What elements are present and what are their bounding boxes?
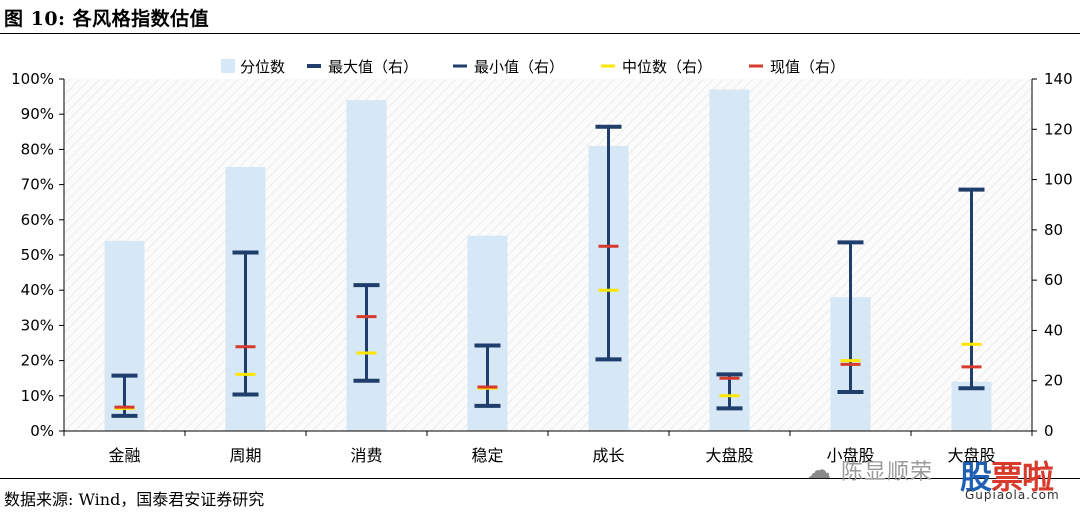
source-note: 数据来源: Wind，国泰君安证券研究 (4, 490, 265, 509)
legend-label: 最大值（右） (328, 58, 418, 76)
left-tick-label: 70% (21, 176, 54, 194)
category-label: 小盘股 (826, 446, 874, 465)
legend-label: 分位数 (240, 58, 285, 76)
category-label: 大盘股 (705, 446, 753, 465)
style-valuation-chart: 0% 10% 20% 30% 40% 50% 60% 70% 80% 90% 100% 0 20 40 60… (11, 58, 1073, 465)
left-tick-label: 60% (21, 211, 54, 229)
category-label: 大盘股 (947, 446, 995, 465)
category-label: 消费 (350, 446, 382, 465)
left-tick-label: 100% (11, 70, 54, 88)
figure-header: 图 10: 各风格指数估值 (0, 0, 1080, 34)
left-tick-label: 80% (21, 140, 54, 158)
figure-title: 图 10: 各风格指数估值 (4, 8, 210, 30)
right-tick-label: 140 (1044, 70, 1073, 88)
left-tick-label: 20% (21, 352, 54, 370)
legend-swatch-percentile (221, 59, 235, 73)
watermark-url: Gupiaola.com (965, 488, 1060, 502)
left-tick-label: 40% (21, 281, 54, 299)
right-tick-label: 60 (1044, 271, 1063, 289)
right-tick-label: 20 (1044, 372, 1063, 390)
category-label: 周期 (229, 446, 261, 465)
right-tick-label: 100 (1044, 171, 1073, 189)
watermark-brand: 股票啦 (960, 458, 1054, 496)
legend-label: 最小值（右） (474, 58, 564, 76)
category-label: 成长 (592, 446, 624, 465)
category-label: 金融 (108, 446, 140, 465)
right-tick-label: 40 (1044, 321, 1063, 339)
watermark-name: 陈显顺荣 (841, 460, 934, 485)
left-tick-label: 30% (21, 316, 54, 334)
plot-area (64, 79, 1032, 431)
right-tick-label: 120 (1044, 120, 1073, 138)
left-tick-label: 50% (21, 246, 54, 264)
left-tick-label: 90% (21, 105, 54, 123)
left-tick-label: 10% (21, 387, 54, 405)
wechat-icon: ☁ (807, 456, 831, 484)
right-tick-label: 0 (1044, 422, 1054, 440)
watermark: ☁ 陈显顺荣 股票啦 Gupiaola.com (805, 452, 1080, 504)
category-label: 稳定 (471, 446, 503, 465)
footer-divider (0, 478, 1080, 479)
left-tick-label: 0% (30, 422, 54, 440)
legend-label: 现值（右） (770, 58, 845, 76)
legend-label: 中位数（右） (622, 58, 712, 76)
right-tick-label: 80 (1044, 221, 1063, 239)
